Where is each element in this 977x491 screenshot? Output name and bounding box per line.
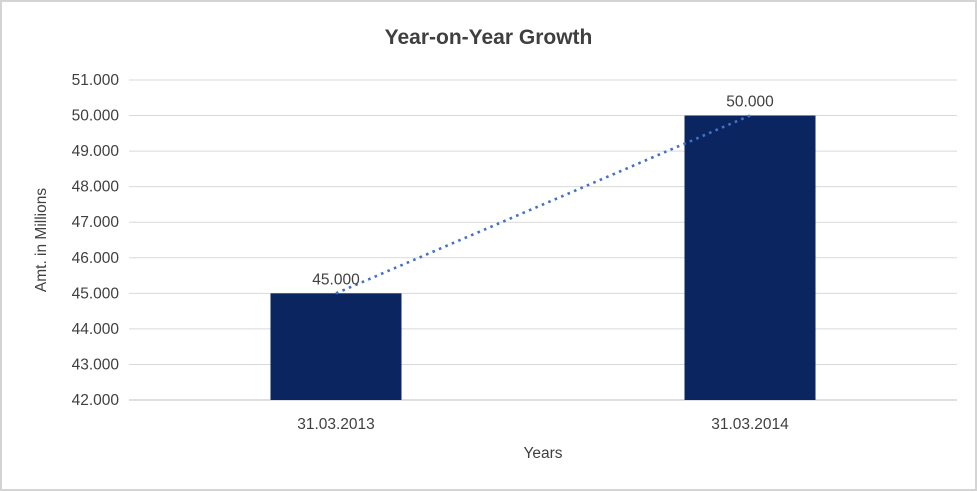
y-tick-label: 47.000 [72,214,120,231]
y-tick-label: 44.000 [72,321,120,338]
y-tick-label: 46.000 [72,250,120,267]
y-tick-label: 51.000 [72,72,120,89]
x-tick-label: 31.03.2013 [297,416,375,433]
y-tick-label: 48.000 [72,179,120,196]
y-tick-label: 42.000 [72,392,120,409]
x-axis-title: Years [523,445,563,462]
x-tick-label: 31.03.2014 [711,416,789,433]
chart-title: Year-on-Year Growth [384,26,593,49]
y-tick-label: 50.000 [72,108,120,125]
data-label: 50.000 [726,94,774,111]
bar [684,115,816,401]
y-tick-label: 49.000 [72,143,120,160]
y-tick-label: 45.000 [72,285,120,302]
bar [270,293,402,400]
trendline [335,114,751,295]
y-tick-label: 43.000 [72,356,120,373]
data-label: 45.000 [312,271,360,288]
